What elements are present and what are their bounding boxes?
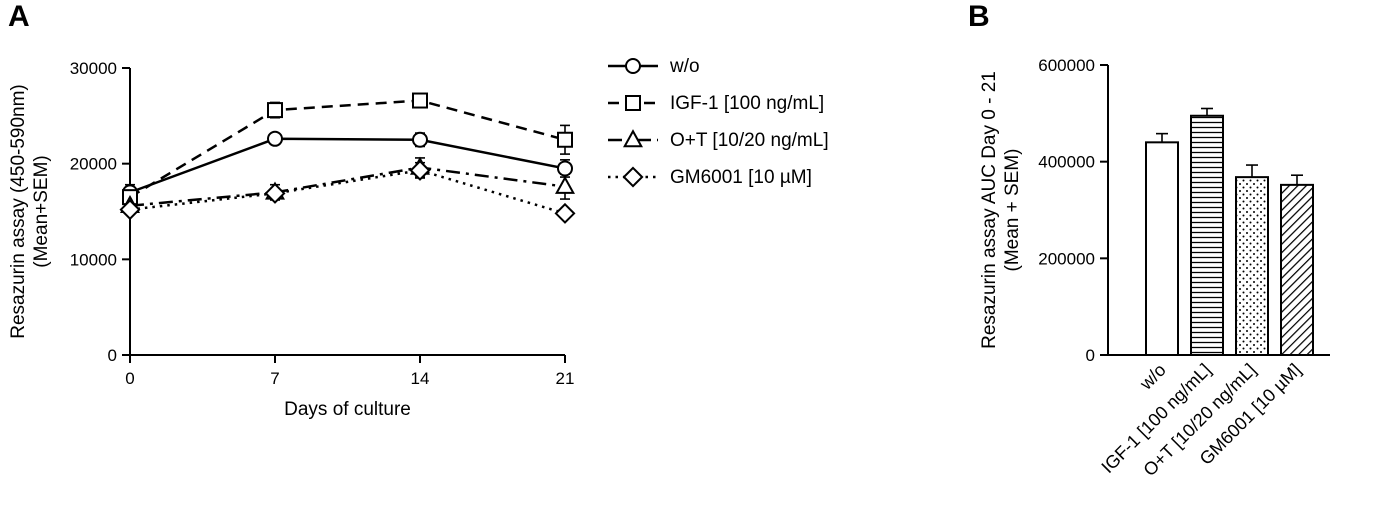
bar-3 [1280,183,1314,356]
y-axis-title-line1: Resazurin assay (450-590nm) [8,84,29,339]
x-tick-label: 14 [411,369,430,388]
line-chart-panel-a: 0 10000 20000 30000 0 7 14 21 Days of culture Res… [8,56,829,420]
legend-label-2: O+T [10/20 ng/mL] [670,130,829,151]
y-tick-label: 0 [1086,346,1095,365]
marker-circle [412,131,428,148]
y-axis-title-line1: Resazurin assay AUC Day 0 - 21 [979,71,1000,349]
marker-square [625,95,641,111]
axes-panel-a [129,68,565,356]
series-line-2 [129,166,566,208]
bar-0 [1145,141,1179,356]
marker-triangle [554,175,576,194]
marker-diamond [622,166,644,188]
legend-label-3: GM6001 [10 µM] [670,167,812,188]
y-tick-label: 400000 [1038,153,1095,172]
marker-circle [267,130,283,147]
y-tick-label: 200000 [1038,249,1095,268]
y-tick-label: 30000 [70,59,117,78]
bar-2 [1235,176,1269,356]
series-line-3 [129,169,566,215]
y-axis-title-line2: (Mean+SEM) [31,155,52,267]
x-tick-label: 7 [270,369,279,388]
marker-circle [557,160,573,177]
y-tick-label: 10000 [70,250,117,269]
legend-label-1: IGF-1 [100 ng/mL] [670,93,824,114]
bar-1 [1190,114,1224,356]
bar-category-label-0: w/o [1135,360,1170,395]
panel-b-label: B [968,0,990,33]
panel-a-label: A [8,0,30,33]
marker-triangle [622,129,644,148]
y-tick-label: 0 [108,346,117,365]
x-tick-label: 21 [556,369,575,388]
marker-square [267,102,283,119]
series-line-1 [129,99,566,199]
marker-circle [625,58,641,74]
marker-diamond [264,182,286,204]
x-axis-title: Days of culture [284,399,411,420]
legend-label-0: w/o [669,56,700,77]
y-axis-title-line2: (Mean + SEM) [1002,148,1023,271]
y-tick-label: 20000 [70,155,117,174]
marker-diamond [554,202,576,224]
marker-square [557,131,573,148]
marker-diamond [409,159,431,181]
marker-square [412,92,428,109]
series-line-0 [129,137,566,194]
x-tick-label: 0 [125,369,134,388]
marker-diamond [119,199,141,221]
y-tick-label: 600000 [1038,56,1095,75]
